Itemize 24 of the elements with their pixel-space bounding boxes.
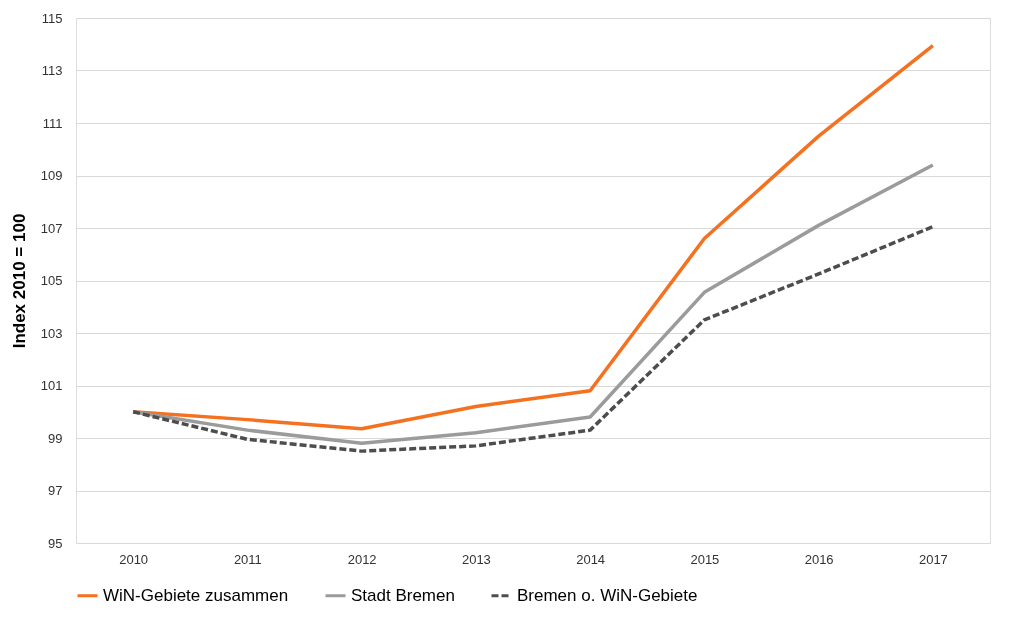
x-tick-label: 2017 [918,551,948,567]
y-tick-label: 107 [40,220,63,236]
y-tick-label: 109 [40,168,63,183]
legend-label: Stadt Bremen [351,585,455,605]
x-tick-label: 2016 [804,551,834,567]
x-tick-label: 2012 [347,551,377,567]
y-tick-label: 105 [40,273,63,288]
y-tick-label: 103 [40,325,63,341]
legend-label: Bremen o. WiN-Gebiete [517,585,698,605]
x-tick-label: 2010 [119,551,149,567]
x-tick-label: 2013 [461,551,491,567]
line-series [131,224,935,453]
y-tick-label: 111 [42,115,63,131]
y-tick-label: 97 [48,483,63,498]
y-axis-title: Index 2010 = 100 [9,213,29,349]
y-tick-label: 99 [48,430,63,446]
x-tick-label: 2015 [690,551,720,567]
legend-label: WiN-Gebiete zusammen [103,585,289,605]
x-tick-label: 2014 [576,551,606,567]
y-tick-label: 101 [40,378,63,393]
x-tick-label: 2011 [233,551,262,567]
y-tick-label: 113 [41,63,63,78]
y-tick-label: 95 [48,535,63,551]
y-tick-label: 115 [41,10,63,26]
